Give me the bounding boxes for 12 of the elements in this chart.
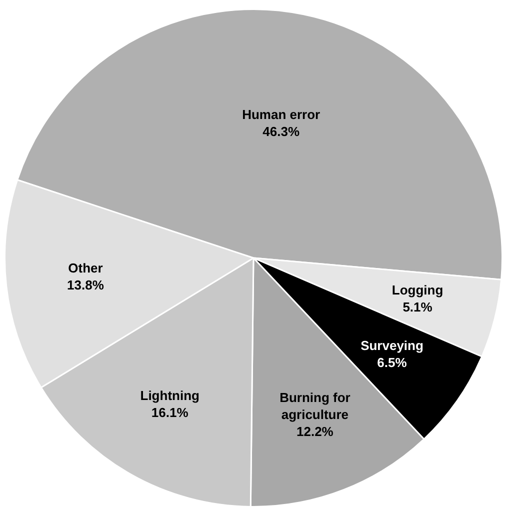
data-label: 46.3% xyxy=(262,124,300,140)
data-label: 6.5% xyxy=(377,355,408,370)
data-label: 16.1% xyxy=(151,405,189,420)
slice-label: Other xyxy=(68,260,103,276)
data-label: 5.1% xyxy=(402,299,433,314)
data-label: 12.2% xyxy=(296,424,334,440)
slice-label: Surveying xyxy=(360,338,424,354)
slice-label: Burning for agriculture xyxy=(280,390,350,422)
data-label: 13.8% xyxy=(67,277,104,292)
slice-label: Logging xyxy=(392,282,444,298)
slice-label: Lightning xyxy=(140,388,200,404)
slice-label: Human error xyxy=(242,107,320,122)
